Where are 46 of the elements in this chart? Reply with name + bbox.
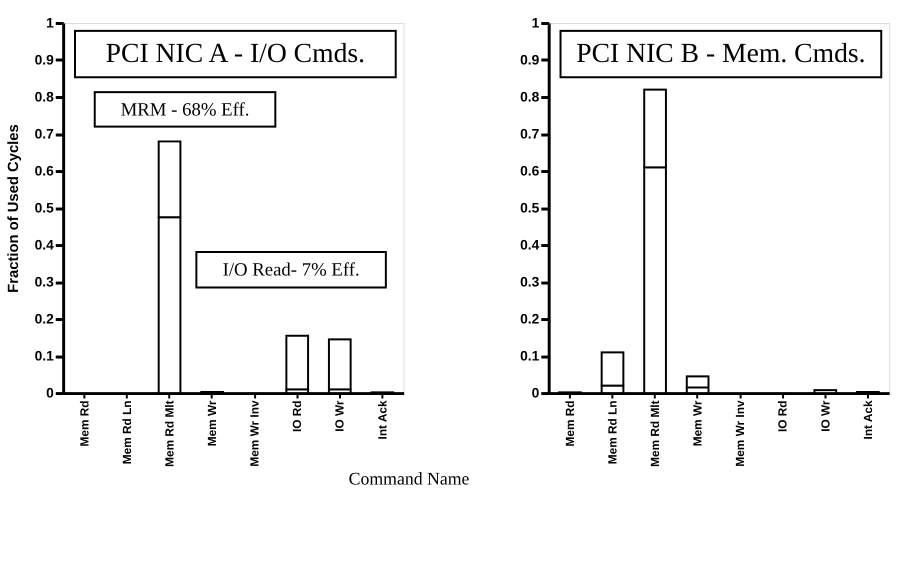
y-axis-title: Fraction of Used Cycles <box>6 124 22 293</box>
y-tick-label: 0 <box>532 384 540 401</box>
y-tick-label: 0 <box>46 384 54 401</box>
y-tick-label: 0.1 <box>520 348 540 364</box>
x-tick-label: IO Rd <box>290 400 304 432</box>
y-tick-label: 0.6 <box>520 162 540 178</box>
bar <box>328 338 352 390</box>
y-tick-label: 0.1 <box>34 348 54 364</box>
x-tick-label: Mem Rd Mlt <box>648 400 662 467</box>
y-tick-label: 1 <box>532 14 540 30</box>
x-tick-label: Mem Rd Mlt <box>162 400 176 467</box>
y-tick-label: 0.9 <box>520 51 540 68</box>
y-tick-label: 0.3 <box>34 273 54 290</box>
y-tick-label: 0.3 <box>520 273 540 290</box>
bar <box>285 334 310 390</box>
x-tick-label: Mem Wr Inv <box>733 400 748 467</box>
x-tick-label: Mem Wr Inv <box>248 400 262 467</box>
y-tick-label: 0.8 <box>34 88 54 104</box>
x-tick-label: Int Ack <box>375 400 390 440</box>
x-tick-label: IO Wr <box>818 400 832 432</box>
text: PCI NIC B - Mem. Cmds. <box>576 36 866 68</box>
y-tick-label: 0.5 <box>34 199 54 216</box>
x-tick-label: Mem Rd <box>562 400 577 446</box>
x-tick-label: Mem Rd <box>77 400 92 446</box>
y-tick-label: 1 <box>46 14 54 30</box>
annotation: MRM - 68% Eff. <box>120 99 250 120</box>
x-tick-label: Mem Wr <box>205 400 220 446</box>
x-axis-title: Command Name <box>348 468 470 489</box>
y-tick-label: 0.4 <box>520 236 540 252</box>
text: PCI NIC A - I/O Cmds. <box>106 36 366 68</box>
y-tick-label: 0.2 <box>34 310 54 326</box>
annotation: I/O Read- 7% Eff. <box>222 260 360 281</box>
x-tick-label: Mem Wr <box>690 400 705 446</box>
y-tick-label: 0.2 <box>520 310 540 326</box>
y-tick-label: 0.4 <box>34 236 54 252</box>
x-tick-label: Int Ack <box>860 400 875 440</box>
x-tick-label: IO Wr <box>332 400 347 432</box>
x-tick-label: Mem Rd Ln <box>605 400 620 464</box>
x-tick-label: IO Rd <box>776 400 790 432</box>
x-tick-label: Mem Rd Ln <box>120 400 134 464</box>
y-tick-label: 0.7 <box>520 125 540 142</box>
y-tick-label: 0.7 <box>34 125 54 142</box>
y-tick-label: 0.6 <box>34 162 54 178</box>
y-tick-label: 0.5 <box>520 199 540 216</box>
y-tick-label: 0.8 <box>520 88 540 104</box>
y-tick-label: 0.9 <box>34 51 54 68</box>
